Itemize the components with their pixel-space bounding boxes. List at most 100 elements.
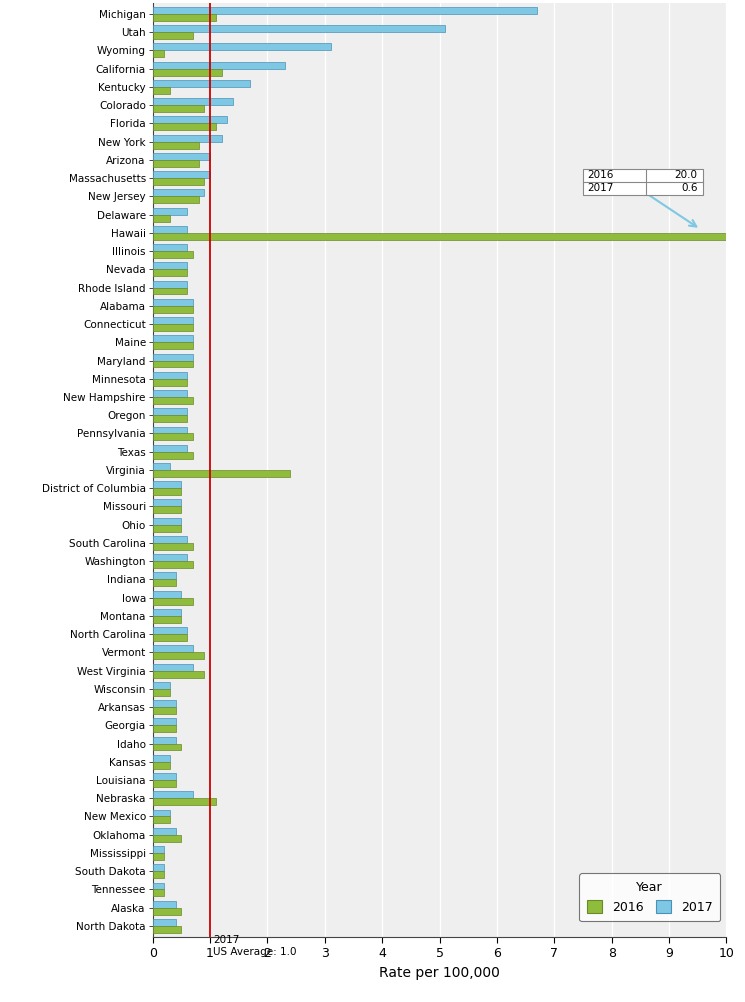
Bar [153,50,164,57]
Bar [153,244,187,252]
Bar [153,919,176,926]
Bar [153,87,170,94]
Bar [153,324,193,331]
Bar [153,98,233,105]
Bar [153,543,193,550]
Bar [153,883,164,890]
Bar [153,171,210,178]
Bar [153,134,221,141]
Bar [153,25,446,32]
Bar [153,688,170,695]
Bar [153,354,193,361]
Bar [153,518,182,525]
Bar [153,572,176,579]
Bar [153,160,199,166]
Bar [153,725,176,732]
Bar [153,828,176,835]
Bar [153,123,216,130]
Bar [153,336,193,343]
Bar [153,700,176,707]
Bar [153,288,187,295]
Bar [153,317,193,324]
Bar [153,670,204,677]
Bar [153,452,193,459]
Bar [153,189,204,196]
Bar [153,865,164,871]
Bar [153,207,187,214]
Bar [153,682,170,688]
Bar [153,609,182,616]
Bar [153,499,182,506]
Bar [153,536,187,543]
Bar [153,69,221,75]
Bar [153,361,193,368]
Bar [153,141,199,148]
Bar [153,408,187,415]
Bar [153,7,537,14]
Bar [153,470,291,477]
Bar [153,810,170,817]
Bar [153,105,204,112]
Bar [153,792,193,799]
Bar [153,445,187,452]
Bar [153,926,182,933]
Bar [153,799,216,806]
Bar [153,853,164,860]
Bar [153,554,187,561]
Bar [153,372,187,379]
Bar [153,634,187,641]
Bar [153,707,176,714]
Bar [153,379,187,386]
Bar [153,32,193,39]
Bar [153,817,170,824]
Bar [153,415,187,422]
Bar [153,263,187,270]
Bar [153,774,176,780]
Bar [153,481,182,488]
Bar [153,901,176,908]
Bar [153,736,176,743]
Text: 2016: 2016 [588,170,614,180]
Bar [153,427,187,434]
Bar [153,343,193,349]
Bar [153,178,204,185]
Bar [153,846,164,853]
X-axis label: Rate per 100,000: Rate per 100,000 [379,966,500,980]
Bar [153,62,285,69]
Bar [153,835,182,842]
Bar [153,908,182,915]
Bar [153,214,170,221]
Bar [153,270,187,277]
Text: 20.0: 20.0 [675,170,697,180]
Bar [153,525,182,532]
Bar [153,14,216,21]
Bar [153,390,187,397]
Bar [153,627,187,634]
Bar [153,871,164,878]
Bar [153,397,193,404]
Bar [153,762,170,769]
Bar [153,597,193,604]
Bar [153,225,187,232]
Bar [153,43,331,50]
Bar [153,299,193,306]
Bar [153,252,193,258]
Bar [153,718,176,725]
Bar [153,281,187,288]
Bar [153,232,726,239]
Bar [153,80,250,87]
Bar [153,591,182,597]
Text: 2017: 2017 [588,183,614,193]
Bar [153,755,170,762]
Bar [153,890,164,897]
Bar [153,488,182,495]
Bar [153,306,193,313]
Bar [153,616,182,623]
Bar [583,169,703,194]
Bar [153,196,199,203]
Bar [153,116,227,123]
Bar [153,663,193,670]
Bar [153,506,182,513]
Bar [153,780,176,787]
Bar [153,652,204,659]
